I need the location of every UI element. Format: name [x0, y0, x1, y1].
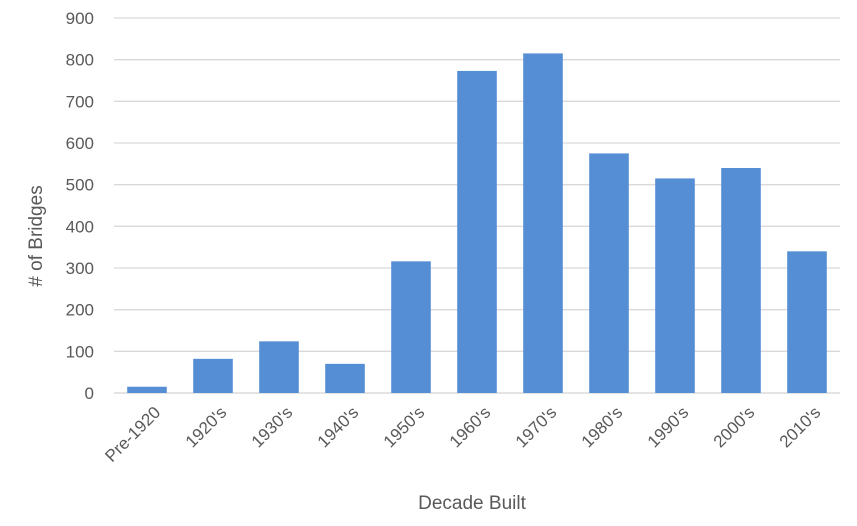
y-tick-label: 300	[66, 259, 94, 278]
y-tick-label: 700	[66, 92, 94, 111]
bar	[127, 387, 167, 393]
bar	[655, 178, 695, 393]
x-tick-label: 1960's	[446, 403, 494, 451]
x-tick-label: Pre-1920	[101, 403, 164, 466]
y-axis-ticks: 0 100 200 300 400 500 600 700 800 900	[66, 9, 94, 403]
bar	[523, 53, 563, 393]
x-tick-label: 1930's	[248, 403, 296, 451]
bar	[391, 261, 431, 393]
bar	[589, 153, 629, 393]
bar	[193, 359, 233, 393]
y-tick-label: 800	[66, 51, 94, 70]
x-tick-label: 1990's	[644, 403, 692, 451]
y-tick-label: 500	[66, 176, 94, 195]
bars	[127, 53, 827, 393]
x-tick-label: 2010's	[776, 403, 824, 451]
y-axis-title: # of Bridges	[26, 185, 47, 286]
x-axis-ticks: Pre-1920 1920's 1930's 1940's 1950's 1960's 19…	[101, 403, 824, 466]
x-tick-label: 1970's	[512, 403, 560, 451]
x-tick-label: 1920's	[182, 403, 230, 451]
y-tick-label: 600	[66, 134, 94, 153]
bar	[457, 71, 497, 393]
y-tick-label: 400	[66, 217, 94, 236]
bar	[259, 341, 299, 393]
x-tick-label: 1980's	[578, 403, 626, 451]
x-tick-label: 1950's	[380, 403, 428, 451]
x-tick-label: 2000's	[710, 403, 758, 451]
bar	[721, 168, 761, 393]
y-tick-label: 0	[85, 384, 94, 403]
x-axis-title: Decade Built	[418, 493, 526, 514]
y-tick-label: 100	[66, 342, 94, 361]
y-tick-label: 200	[66, 301, 94, 320]
x-tick-label: 1940's	[314, 403, 362, 451]
y-tick-label: 900	[66, 9, 94, 28]
bar	[787, 251, 827, 393]
bar	[325, 364, 365, 393]
